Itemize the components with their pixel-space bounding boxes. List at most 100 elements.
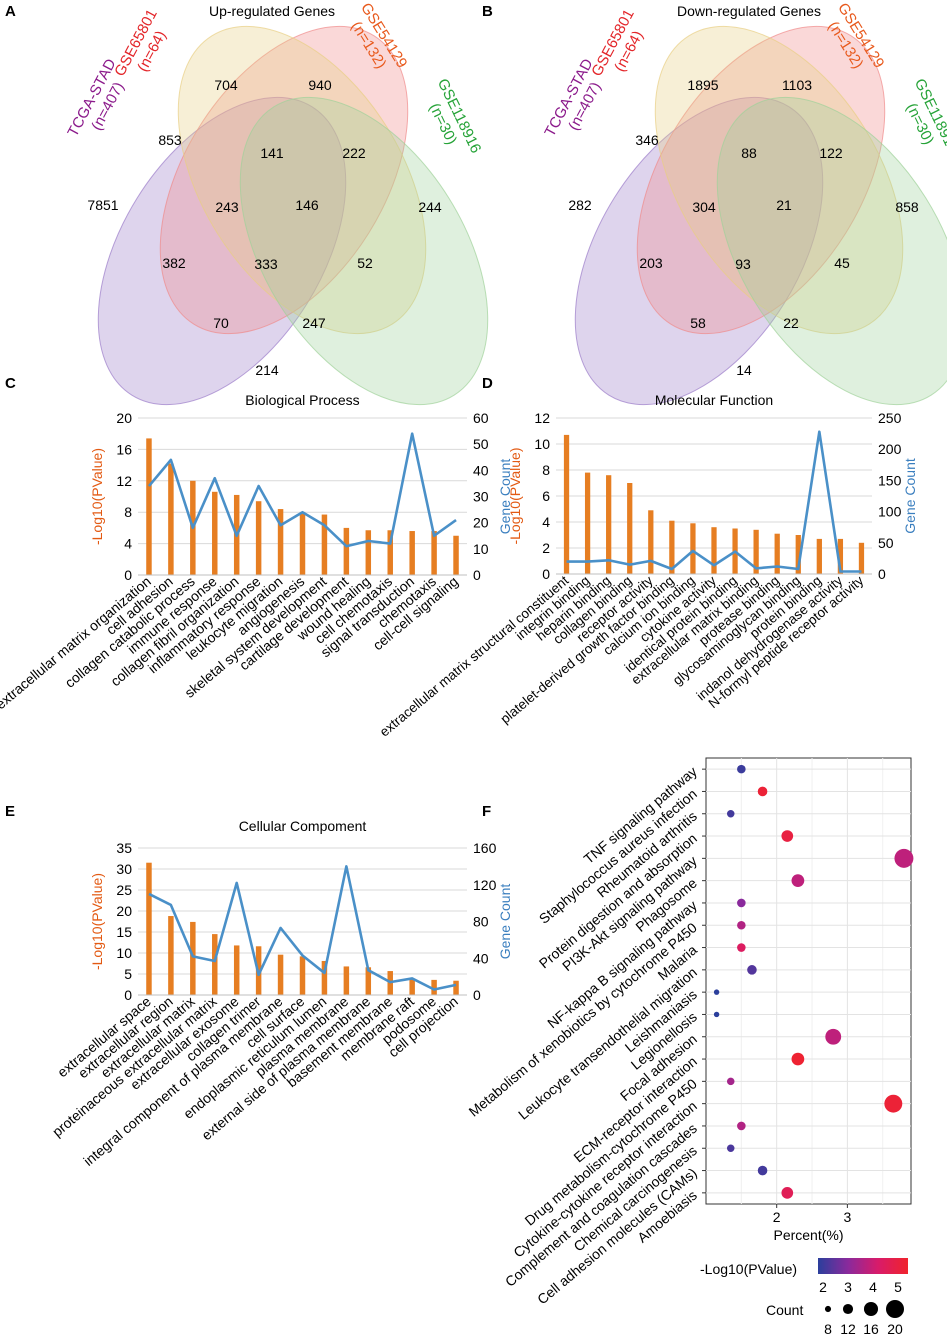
- y2-tick-label: 200: [878, 441, 902, 457]
- size-legend-tick: 16: [863, 1321, 879, 1337]
- venn-set-gse118916: [716, 96, 947, 406]
- bubble-cytokine-cytokine-receptor-interaction: [884, 1094, 903, 1113]
- bar-skeletal-system-development: [321, 514, 328, 575]
- chart-title: Cellular Compoment: [239, 818, 367, 834]
- venn-set-gse54129: [654, 25, 904, 335]
- y2-tick-label: 40: [473, 462, 489, 478]
- bubble-protein-digestion-and-absorption: [781, 830, 794, 842]
- bar-cell-chemotaxis: [387, 530, 393, 575]
- bubble-ecm-receptor-interaction: [791, 1052, 805, 1066]
- y2-axis-label: Gene Count: [902, 458, 918, 534]
- panel-label-b: B: [482, 3, 493, 20]
- venn-region-count: 58: [690, 315, 706, 331]
- venn-title: Down-regulated Genes: [677, 3, 821, 19]
- bar-n-formyl-peptide-receptor-activity: [858, 542, 865, 574]
- venn-region-count: 214: [255, 362, 279, 378]
- venn-region-count: 282: [568, 197, 592, 213]
- y2-tick-label: 250: [878, 410, 902, 426]
- bubble-rheumatoid-arthritis: [726, 809, 735, 818]
- bar-extracellular-matrix: [190, 921, 196, 995]
- y-tick-label: 20: [116, 903, 132, 919]
- bar-calcium-ion-binding: [690, 523, 696, 574]
- bubble-malaria: [737, 943, 746, 952]
- venn-region-count: 222: [342, 145, 366, 161]
- y2-tick-label: 50: [473, 436, 489, 452]
- color-legend-title: -Log10(PValue): [700, 1261, 797, 1277]
- bar-cell-cell-signaling: [453, 535, 459, 575]
- venn-region-count: 304: [692, 199, 716, 215]
- y2-tick-label: 30: [473, 489, 489, 505]
- bar-cytokine-activity: [711, 527, 717, 574]
- venn-up-regulated: Up-regulated Genes 704 940 853 141 222 7851 243…: [64, 0, 489, 406]
- panel-label-f: F: [482, 803, 491, 820]
- panel-label-d: D: [482, 375, 493, 392]
- x-tick-label: 3: [843, 1209, 851, 1225]
- y-tick-label: 8: [124, 504, 132, 520]
- size-legend-dot: [863, 1301, 879, 1317]
- chart-title: Biological Process: [245, 392, 359, 408]
- venn-region-count: 70: [213, 315, 229, 331]
- y-tick-label: 0: [124, 567, 132, 583]
- y-tick-label: 16: [116, 441, 132, 457]
- bar-extracellular-matrix-structural-constituent: [563, 434, 570, 574]
- bubble-legionellosis: [713, 1011, 720, 1018]
- venn-region-count: 1103: [782, 77, 812, 93]
- y-axis-label: -Log10(PValue): [89, 448, 105, 545]
- venn-region-count: 940: [308, 77, 332, 93]
- y2-tick-label: 0: [473, 987, 481, 1003]
- bar-proteinaceous-extracellular-matrix: [212, 934, 218, 995]
- bubble-nf-kappa-b-signaling-pathway: [737, 898, 746, 908]
- venn-region-count: 7851: [87, 197, 118, 213]
- bar-membrane-raft: [409, 979, 415, 995]
- y2-tick-label: 0: [473, 567, 481, 583]
- y2-tick-label: 50: [878, 535, 894, 551]
- color-legend-tick: 2: [819, 1279, 827, 1295]
- bubble-cell-adhesion-molecules-cams: [757, 1165, 768, 1176]
- bar-extracellular-exosome: [233, 945, 240, 995]
- size-legend-dot: [824, 1305, 832, 1313]
- bar-extracellular-region: [168, 916, 174, 995]
- bar-cell-surface: [299, 956, 306, 995]
- y-tick-label: 15: [116, 924, 132, 940]
- bar-cell-adhesion: [168, 463, 174, 575]
- color-legend-bar: [818, 1258, 908, 1274]
- bar-immune-response: [212, 491, 218, 575]
- panel-label-e: E: [5, 803, 15, 820]
- bubble-drug-metabolism-cytochrome-p450: [726, 1077, 735, 1086]
- y-tick-label: 0: [542, 566, 550, 582]
- venn-region-count: 1895: [687, 77, 718, 93]
- y-tick-label: 10: [534, 436, 550, 452]
- bar-receptor-activity: [648, 510, 654, 574]
- size-legend-tick: 20: [887, 1321, 903, 1337]
- venn-region-count: 243: [215, 199, 239, 215]
- bubble-complement-and-coagulation-cascades: [737, 1121, 746, 1131]
- y-tick-label: 2: [542, 540, 550, 556]
- y2-tick-label: 160: [473, 840, 497, 856]
- bubble-tnf-signaling-pathway: [737, 764, 746, 774]
- y2-tick-label: 80: [473, 914, 489, 930]
- y2-tick-label: 10: [473, 541, 489, 557]
- venn-dataset-label-gse65801: GSE65801(n=64): [111, 6, 176, 87]
- y-tick-label: 4: [124, 536, 132, 552]
- venn-region-count: 21: [776, 197, 792, 213]
- panel-label-c: C: [5, 375, 16, 392]
- bar-wound-healing: [365, 530, 372, 575]
- venn-region-count: 22: [783, 315, 799, 331]
- y2-tick-label: 20: [473, 515, 489, 531]
- size-legend-tick: 8: [824, 1321, 832, 1337]
- y-tick-label: 35: [116, 840, 132, 856]
- venn-region-count: 382: [162, 255, 186, 271]
- size-legend-dot: [842, 1303, 854, 1315]
- bubble-staphylococcus-aureus-infection: [757, 786, 768, 797]
- bubble-chemical-carcinogenesis: [726, 1144, 735, 1153]
- venn-region-count: 333: [254, 256, 278, 272]
- chart-cellular-component: Cellular Compoment 0 5 10 15 20 25 30 35 0 40 80 120…: [49, 818, 513, 1169]
- y-axis-label: -Log10(PValue): [89, 873, 105, 970]
- bar-signal-transduction: [409, 531, 415, 575]
- bubble-focal-adhesion: [825, 1028, 842, 1045]
- bar-cartilage-development: [343, 527, 350, 575]
- bar-leukocyte-migration: [277, 509, 284, 575]
- y-tick-label: 30: [116, 861, 132, 877]
- panel-label-a: A: [5, 3, 16, 20]
